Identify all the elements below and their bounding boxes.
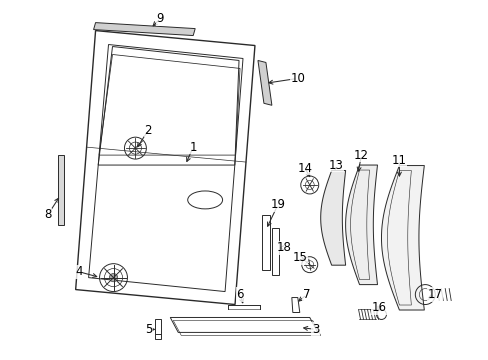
Text: 1: 1 [189,141,197,154]
Polygon shape [320,171,345,265]
Polygon shape [258,60,271,105]
Text: 9: 9 [156,12,164,25]
Polygon shape [345,165,377,285]
Polygon shape [93,23,195,36]
Text: 5: 5 [144,323,152,336]
Text: 7: 7 [303,288,310,301]
Text: 14: 14 [297,162,312,175]
Polygon shape [58,155,63,225]
Text: 8: 8 [44,208,51,221]
Text: 10: 10 [290,72,305,85]
Text: 12: 12 [353,149,368,162]
Text: 18: 18 [276,241,291,254]
Text: 16: 16 [371,301,386,314]
Circle shape [109,274,118,282]
Text: 3: 3 [311,323,319,336]
Text: 13: 13 [327,158,343,172]
Text: 15: 15 [292,251,306,264]
Text: 2: 2 [144,124,152,137]
Text: 11: 11 [391,154,406,167]
Text: 19: 19 [270,198,285,211]
Text: 4: 4 [75,265,82,278]
Text: 6: 6 [236,288,244,301]
Polygon shape [381,166,424,310]
Text: 17: 17 [427,288,442,301]
